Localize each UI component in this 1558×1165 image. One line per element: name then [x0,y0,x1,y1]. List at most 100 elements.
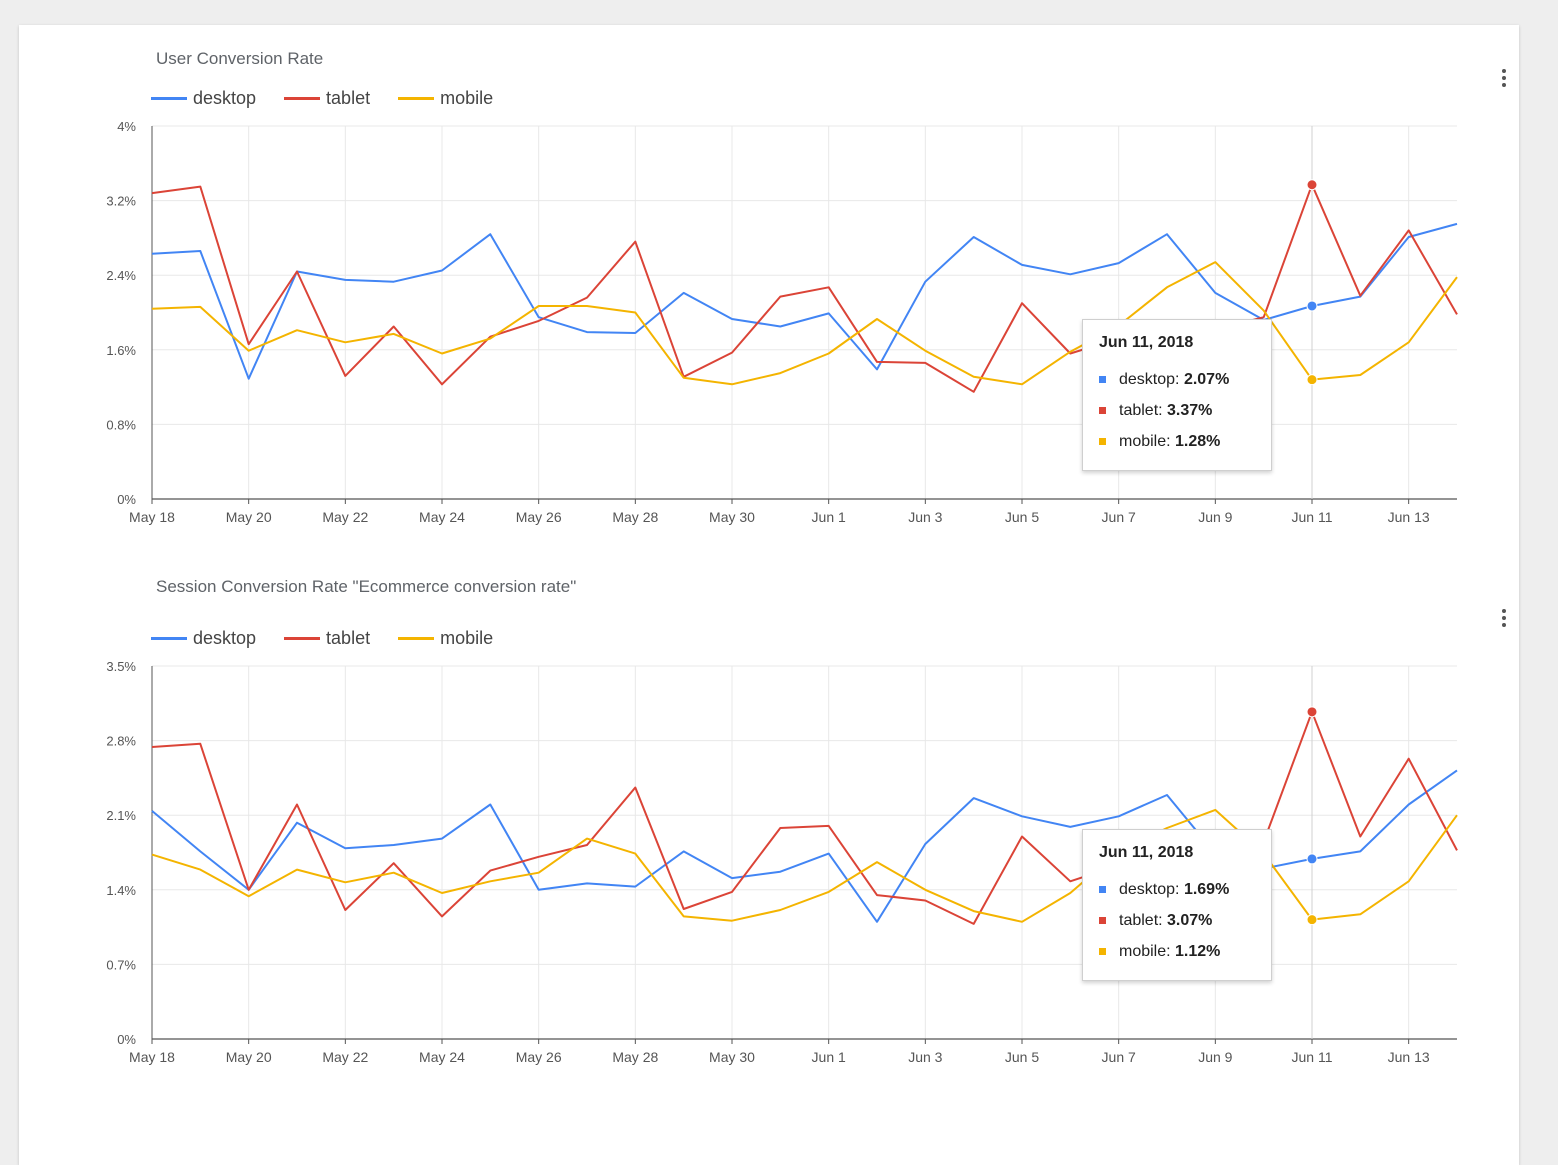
tooltip-date: Jun 11, 2018 [1099,334,1194,351]
legend-item-tablet[interactable]: tablet [284,88,370,109]
tooltip-swatch [1099,407,1106,414]
tooltip-row-tablet: tablet: 3.37% [1099,395,1271,426]
tooltip-series-name: mobile [1119,432,1167,450]
legend-label: desktop [193,628,257,648]
tooltip-value: 2.07% [1183,370,1230,388]
legend-label: desktop [193,88,257,108]
x-tick-label: May 18 [129,1049,175,1065]
hover-point-mobile [1306,374,1318,386]
tooltip-row-tablet: tablet: 3.07% [1099,905,1271,936]
series-line-mobile [151,261,1458,386]
y-tick-label: 3.2% [106,194,136,209]
chart-legend: desktop tablet mobile [151,628,493,649]
tooltip-swatch [1099,948,1106,955]
x-tick-label: May 26 [516,1049,562,1065]
y-tick-label: 0% [117,1032,136,1047]
legend-label: tablet [326,628,371,648]
tooltip-row-mobile: mobile: 1.12% [1099,936,1271,967]
legend-swatch-tablet [284,97,321,100]
x-tick-label: Jun 11 [1292,1049,1333,1065]
more-options-icon[interactable] [1497,66,1511,90]
x-tick-label: May 26 [516,509,562,525]
more-options-icon[interactable] [1497,606,1511,630]
x-tick-label: Jun 7 [1102,1049,1136,1065]
x-tick-label: Jun 5 [1005,509,1039,525]
hover-point-tablet [1306,706,1318,718]
x-tick-label: Jun 5 [1005,1049,1039,1065]
chart-legend: desktop tablet mobile [151,88,493,109]
x-tick-label: Jun 1 [812,509,846,525]
x-tick-label: May 22 [322,1049,368,1065]
y-tick-label: 0.8% [106,417,136,432]
x-tick-label: May 28 [612,509,658,525]
tooltip-swatch [1099,886,1106,893]
y-tick-label: 1.4% [106,883,136,898]
legend-swatch-desktop [151,637,187,640]
legend-swatch-tablet [284,637,321,640]
tooltip-row-mobile: mobile: 1.28% [1099,426,1271,457]
tooltip-value: 1.69% [1183,880,1230,898]
x-tick-label: Jun 9 [1198,509,1232,525]
tooltip-value: 3.07% [1167,911,1213,929]
x-tick-label: Jun 13 [1388,509,1430,525]
chart-title: Session Conversion Rate "Ecommerce conve… [156,577,577,596]
tooltip-series-name: tablet [1119,911,1159,929]
tooltip-swatch [1099,917,1106,924]
x-tick-label: May 30 [709,1049,755,1065]
session-conversion-chart: Session Conversion Rate "Ecommerce conve… [19,565,1519,1125]
legend-item-desktop[interactable]: desktop [151,88,256,109]
legend-label: mobile [440,88,494,108]
legend-swatch-desktop [151,97,187,100]
y-tick-label: 2.8% [106,734,136,749]
x-tick-label: May 20 [226,509,272,525]
legend-label: mobile [440,628,494,648]
legend-swatch-mobile [398,637,435,640]
y-tick-label: 3.5% [106,659,136,674]
x-tick-label: Jun 13 [1388,1049,1430,1065]
x-tick-label: May 24 [419,509,465,525]
user-conversion-chart: User Conversion Rate desktop tablet mobi… [19,25,1519,565]
tooltip-series-name: tablet [1119,401,1159,419]
tooltip-value: 3.37% [1167,401,1213,419]
x-tick-label: Jun 11 [1292,509,1333,525]
tooltip-series-name: desktop [1119,370,1176,388]
x-tick-label: Jun 7 [1102,509,1136,525]
tooltip-value: 1.28% [1175,432,1221,450]
x-tick-label: May 20 [226,1049,272,1065]
y-tick-label: 4% [117,119,136,134]
hover-point-desktop [1306,853,1318,865]
legend-label: tablet [326,88,371,108]
x-tick-label: May 30 [709,509,755,525]
hover-point-mobile [1306,914,1318,926]
hover-point-tablet [1306,179,1318,191]
x-tick-label: Jun 1 [812,1049,846,1065]
y-tick-label: 2.4% [106,268,136,283]
x-tick-label: Jun 9 [1198,1049,1232,1065]
tooltip-date: Jun 11, 2018 [1099,844,1194,861]
legend-item-mobile[interactable]: mobile [398,628,493,649]
hover-tooltip: Jun 11, 2018 desktop: 2.07% tablet: 3.37… [1082,319,1272,471]
series-line-desktop [151,222,1458,380]
legend-item-desktop[interactable]: desktop [151,628,256,649]
tooltip-series-name: desktop [1119,880,1176,898]
x-tick-label: May 22 [322,509,368,525]
tooltip-value: 1.12% [1175,942,1221,960]
legend-item-tablet[interactable]: tablet [284,628,370,649]
y-tick-label: 2.1% [106,808,136,823]
hover-point-desktop [1306,300,1318,312]
line-plot: 0% 0.7% 1.4% 2.1% 2.8% 3.5% May 18 May 20 May 22… [106,659,1458,1065]
tooltip-row-desktop: desktop: 1.69% [1099,874,1271,905]
x-tick-label: May 28 [612,1049,658,1065]
legend-item-mobile[interactable]: mobile [398,88,493,109]
tooltip-swatch [1099,376,1106,383]
y-tick-label: 0.7% [106,957,136,972]
y-tick-label: 0% [117,492,136,507]
tooltip-series-name: mobile [1119,942,1167,960]
y-tick-label: 1.6% [106,343,136,358]
x-tick-label: May 18 [129,509,175,525]
x-tick-label: Jun 3 [908,1049,942,1065]
line-plot: 0% 0.8% 1.6% 2.4% 3.2% 4% May 18 May 20 May 22 Ma… [106,119,1458,525]
chart-title: User Conversion Rate [156,49,324,68]
x-tick-label: Jun 3 [908,509,942,525]
tooltip-row-desktop: desktop: 2.07% [1099,364,1271,395]
